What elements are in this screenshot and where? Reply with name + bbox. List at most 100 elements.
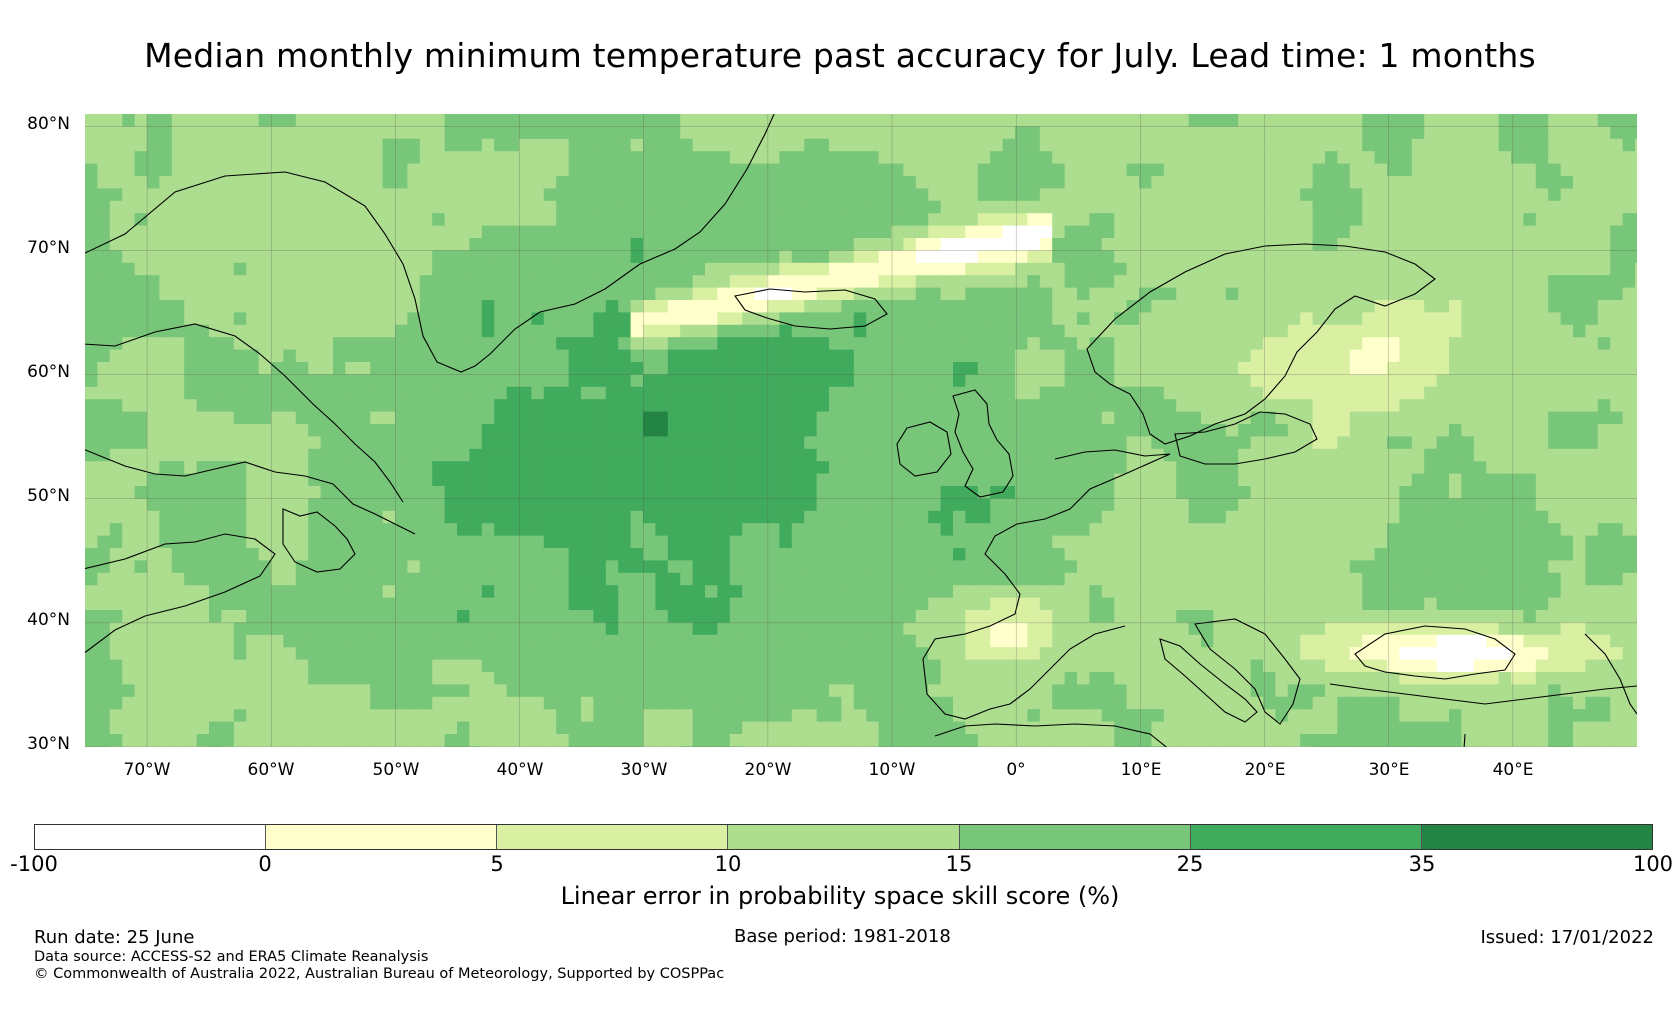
- grid-cell: [903, 597, 917, 611]
- grid-cell: [1201, 362, 1214, 375]
- grid-cell: [382, 349, 396, 363]
- grid-cell: [816, 163, 830, 177]
- grid-cell: [457, 411, 470, 425]
- grid-cell: [419, 386, 433, 400]
- grid-cell: [147, 399, 160, 413]
- grid-cell: [519, 399, 532, 413]
- grid-cell: [444, 225, 458, 239]
- grid-cell: [1188, 560, 1202, 574]
- grid-cell: [1039, 498, 1053, 512]
- grid-cell: [1387, 486, 1400, 499]
- grid-cell: [370, 448, 384, 462]
- grid-cell: [655, 548, 669, 561]
- grid-cell: [1449, 399, 1462, 413]
- grid-cell: [915, 386, 929, 400]
- grid-cell: [878, 486, 892, 499]
- grid-cell: [196, 200, 210, 214]
- grid-cell: [1238, 374, 1252, 388]
- grid-cell: [1052, 461, 1066, 475]
- grid-cell: [1548, 312, 1562, 326]
- grid-cell: [457, 225, 470, 239]
- grid-cell: [1337, 275, 1351, 289]
- grid-cell: [1312, 585, 1326, 599]
- grid-cell: [481, 486, 495, 499]
- grid-cell: [593, 436, 607, 450]
- grid-cell: [853, 262, 867, 276]
- grid-cell: [1535, 572, 1549, 586]
- grid-cell: [457, 523, 470, 537]
- grid-cell: [1263, 163, 1276, 177]
- grid-cell: [791, 287, 805, 301]
- grid-cell: [1002, 523, 1016, 537]
- grid-cell: [680, 399, 694, 413]
- grid-cell: [444, 386, 458, 400]
- grid-cell: [1238, 250, 1252, 264]
- grid-cell: [866, 374, 880, 388]
- grid-cell: [171, 548, 185, 561]
- grid-cell: [395, 411, 408, 425]
- grid-cell: [1064, 213, 1078, 227]
- grid-cell: [977, 498, 991, 512]
- grid-cell: [1312, 138, 1326, 152]
- grid-cell: [1486, 300, 1500, 313]
- grid-cell: [977, 461, 991, 475]
- grid-cell: [1263, 461, 1276, 475]
- grid-cell: [1238, 448, 1252, 462]
- grid-cell: [295, 312, 309, 326]
- grid-cell: [109, 225, 123, 239]
- grid-cell: [159, 138, 173, 152]
- grid-cell: [1139, 585, 1152, 599]
- grid-cell: [147, 486, 160, 499]
- grid-cell: [1424, 386, 1438, 400]
- grid-cell: [692, 411, 706, 425]
- grid-cell: [1077, 275, 1090, 289]
- grid-cell: [221, 126, 235, 140]
- grid-cell: [1275, 213, 1289, 227]
- grid-cell: [1374, 572, 1388, 586]
- grid-cell: [357, 312, 371, 326]
- grid-cell: [1312, 386, 1326, 400]
- grid-cell: [271, 535, 284, 549]
- grid-cell: [432, 510, 446, 524]
- grid-cell: [1337, 411, 1351, 425]
- grid-cell: [1300, 287, 1314, 301]
- grid-cell: [1263, 349, 1276, 363]
- grid-cell: [233, 126, 247, 140]
- grid-cell: [853, 498, 867, 512]
- grid-cell: [866, 250, 880, 264]
- grid-cell: [407, 424, 421, 437]
- grid-cell: [1535, 126, 1549, 140]
- grid-cell: [1399, 349, 1413, 363]
- grid-cell: [556, 362, 570, 375]
- grid-cell: [1275, 436, 1289, 450]
- grid-cell: [791, 374, 805, 388]
- grid-cell: [109, 114, 123, 127]
- grid-cell: [246, 585, 260, 599]
- grid-cell: [1250, 386, 1264, 400]
- grid-cell: [1461, 337, 1475, 351]
- grid-cell: [1263, 287, 1276, 301]
- grid-cell: [680, 597, 694, 611]
- grid-cell: [196, 523, 210, 537]
- grid-cell: [432, 287, 446, 301]
- grid-cell: [1461, 548, 1475, 561]
- grid-cell: [1535, 287, 1549, 301]
- grid-cell: [1597, 300, 1611, 313]
- grid-cell: [742, 486, 756, 499]
- grid-cell: [1597, 486, 1611, 499]
- grid-cell: [953, 548, 966, 561]
- grid-cell: [891, 461, 904, 475]
- grid-cell: [85, 597, 98, 611]
- grid-cell: [196, 250, 210, 264]
- grid-cell: [1436, 411, 1450, 425]
- grid-cell: [1225, 300, 1239, 313]
- grid-cell: [196, 362, 210, 375]
- grid-cell: [1238, 424, 1252, 437]
- grid-cell: [804, 262, 818, 276]
- grid-cell: [271, 151, 284, 165]
- grid-cell: [97, 213, 111, 227]
- grid-cell: [134, 461, 148, 475]
- grid-cell: [382, 386, 396, 400]
- grid-cell: [1176, 386, 1190, 400]
- grid-cell: [630, 362, 644, 375]
